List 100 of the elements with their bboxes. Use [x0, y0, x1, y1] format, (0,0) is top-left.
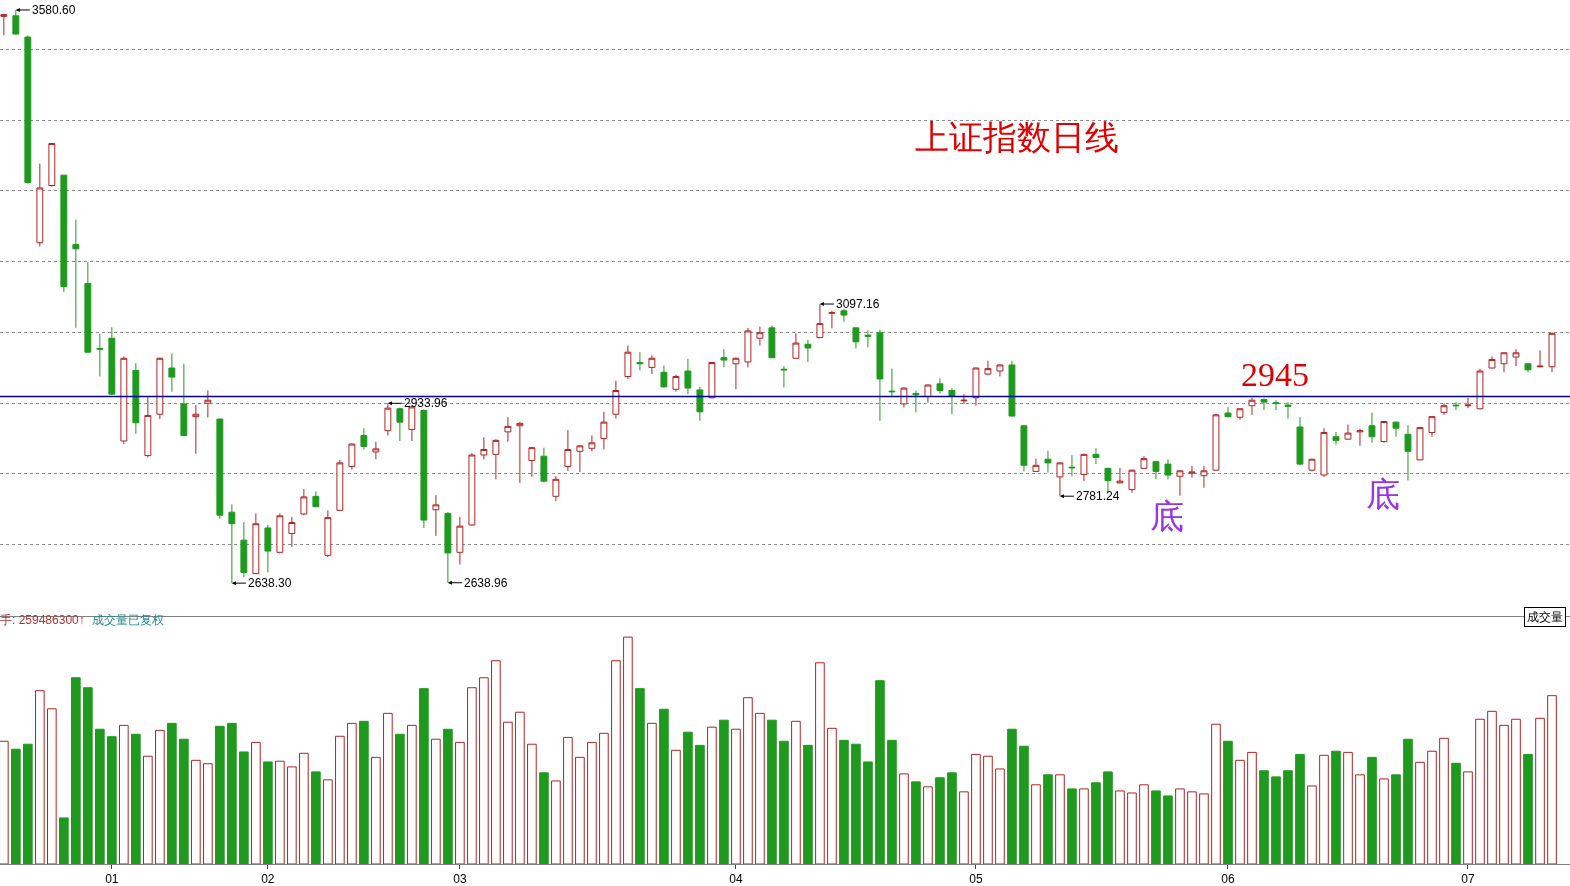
bar [311, 771, 321, 864]
bar [419, 688, 429, 864]
candlestick [1380, 420, 1388, 444]
bar [1199, 793, 1209, 864]
candlestick [1440, 402, 1448, 416]
candlestick [1416, 426, 1424, 461]
candlestick [456, 516, 464, 565]
bar [695, 744, 705, 864]
bar [11, 748, 21, 864]
bar [743, 697, 753, 864]
candlestick [528, 446, 536, 478]
candlestick [1452, 401, 1460, 411]
candlestick [1428, 415, 1436, 438]
candlestick [1152, 460, 1160, 480]
bar [707, 726, 717, 864]
candlestick [516, 421, 524, 484]
candlestick [1200, 465, 1208, 489]
bar [83, 687, 93, 864]
annotation: 手: 259486300↑ [0, 613, 85, 627]
annotation: 成交量 [1527, 610, 1563, 624]
bar [911, 781, 921, 864]
x-tick-label: 05 [969, 872, 983, 886]
candlestick [756, 326, 764, 346]
bar [359, 720, 369, 864]
bar [779, 740, 789, 864]
candlestick [1320, 427, 1328, 478]
bar [587, 741, 597, 864]
annotation: 3097.16 [836, 297, 880, 311]
bar [335, 735, 345, 864]
candlestick [1260, 399, 1268, 411]
candlestick [432, 494, 440, 537]
bar [1283, 770, 1293, 864]
bar [815, 662, 825, 864]
bar [455, 741, 465, 864]
candlestick [1392, 421, 1400, 438]
candlestick [216, 417, 224, 520]
bar [1535, 717, 1545, 864]
candlestick [252, 512, 260, 575]
annotation: 成交量已复权 [92, 613, 164, 627]
x-tick-label: 02 [261, 872, 275, 886]
bar [1055, 774, 1065, 864]
bar [719, 719, 729, 864]
candlestick [1296, 416, 1304, 466]
bar [1163, 795, 1173, 864]
candlestick [168, 352, 176, 393]
bar [1379, 778, 1389, 864]
candlestick [144, 396, 152, 458]
candlestick [660, 365, 668, 388]
candlestick [336, 459, 344, 512]
bar [227, 722, 237, 864]
candlestick [1044, 450, 1052, 474]
bar [671, 749, 681, 864]
bar [1547, 695, 1557, 864]
candlestick [180, 363, 188, 437]
candlestick [612, 380, 620, 419]
bar [1211, 723, 1221, 864]
bar [1031, 784, 1041, 864]
candlestick [576, 444, 584, 473]
x-tick-label: 03 [453, 872, 467, 886]
candlestick [1476, 368, 1484, 410]
bar [1463, 771, 1473, 864]
bar [167, 722, 177, 864]
candlestick [924, 383, 932, 404]
candlestick [132, 362, 140, 435]
bar [1307, 785, 1317, 864]
bar [755, 712, 765, 864]
annotation: 底 [1150, 498, 1184, 535]
bar [1403, 738, 1413, 864]
bar [1355, 774, 1365, 864]
bar [299, 752, 309, 864]
candlestick [264, 524, 272, 573]
candlestick [1356, 428, 1364, 447]
candlestick [1548, 332, 1556, 373]
bar [287, 766, 297, 864]
bar [191, 759, 201, 864]
candlestick [480, 436, 488, 460]
candlestick [1248, 397, 1256, 416]
bar [551, 780, 561, 864]
candlestick [876, 329, 884, 422]
bar [1019, 745, 1029, 864]
bar [803, 744, 813, 864]
bar [1415, 761, 1425, 864]
bar [635, 688, 645, 864]
candlestick [60, 174, 68, 293]
bar [527, 743, 537, 864]
candlestick [48, 142, 56, 188]
candlestick [588, 435, 596, 452]
bar [863, 761, 873, 864]
candlestick [1140, 455, 1148, 470]
candlestick [864, 329, 872, 348]
candlestick [192, 404, 200, 455]
candlestick [360, 427, 368, 451]
annotation: 3580.60 [32, 3, 76, 17]
bar [1343, 751, 1353, 864]
candlestick [636, 351, 644, 371]
candlestick [1284, 401, 1292, 419]
candlestick [204, 390, 212, 418]
bar [479, 677, 489, 864]
candlestick [780, 365, 788, 388]
x-tick-label: 06 [1221, 872, 1235, 886]
